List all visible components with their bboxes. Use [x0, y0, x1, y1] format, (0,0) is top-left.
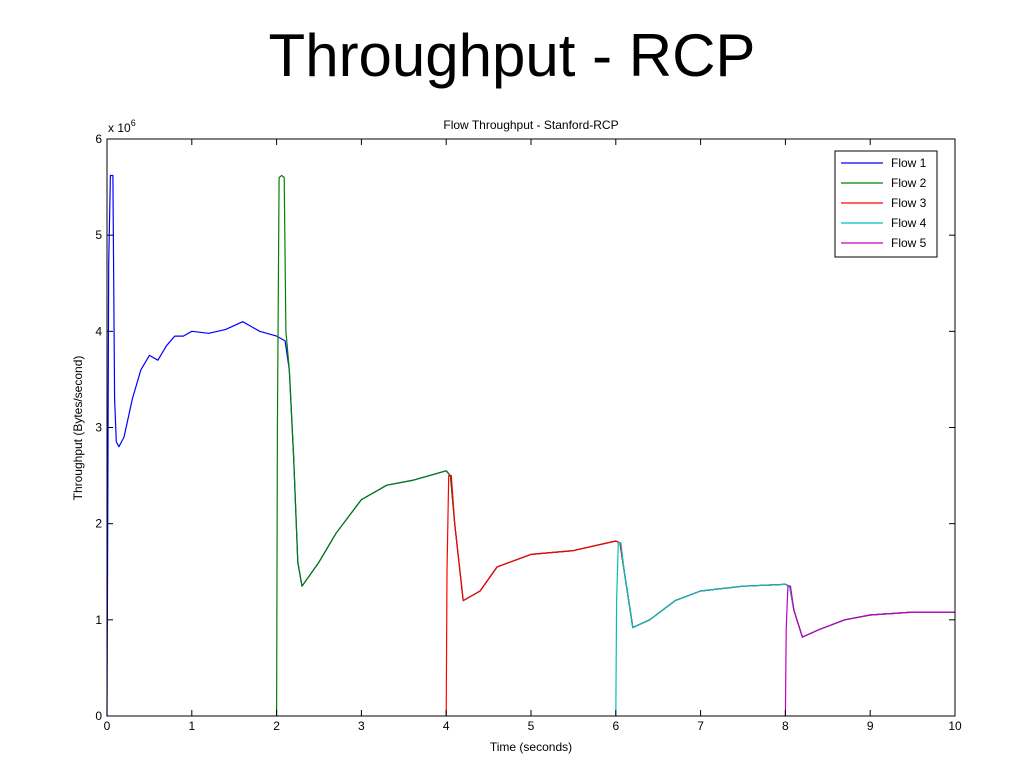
- legend-box: [834, 150, 938, 258]
- legend-label-flow-4: Flow 4: [891, 216, 927, 230]
- x-tick-label: 8: [782, 719, 789, 733]
- y-tick-label: 4: [95, 324, 102, 338]
- plot-frame: [106, 138, 956, 717]
- y-multiplier-label: x 106: [108, 118, 136, 135]
- x-tick-label: 3: [358, 719, 365, 733]
- chart-title: Flow Throughput - Stanford-RCP: [443, 118, 618, 132]
- x-tick-label: 1: [188, 719, 195, 733]
- y-multiplier-base: x 10: [108, 121, 131, 135]
- y-tick-label: 1: [95, 613, 102, 627]
- legend-label-flow-1: Flow 1: [891, 156, 927, 170]
- y-tick-label: 5: [95, 228, 102, 242]
- axis-layer: 0 1 2 3 4 5 6 7 8 9 10 0 1 2 3 4 5 6: [95, 132, 962, 733]
- series-layer: [106, 174, 955, 717]
- y-tick-label: 6: [95, 132, 102, 146]
- y-tick-label: 0: [95, 709, 102, 723]
- plot-area: [107, 139, 955, 716]
- x-tick-label: 2: [273, 719, 280, 733]
- slide-title: Throughput - RCP: [268, 22, 756, 89]
- y-tick-label: 2: [95, 517, 102, 531]
- x-tick-label: 10: [948, 719, 962, 733]
- x-tick-label: 9: [867, 719, 874, 733]
- x-tick-label: 4: [443, 719, 450, 733]
- legend-label-flow-3: Flow 3: [891, 196, 927, 210]
- y-axis-label: Throughput (Bytes/second): [71, 356, 85, 501]
- x-axis-label: Time (seconds): [490, 740, 572, 754]
- x-tick-label: 6: [612, 719, 619, 733]
- x-tick-label: 5: [528, 719, 535, 733]
- legend-label-flow-2: Flow 2: [891, 176, 927, 190]
- series-line-flow-5: [784, 585, 955, 717]
- x-tick-label: 7: [697, 719, 704, 733]
- legend-label-flow-5: Flow 5: [891, 236, 927, 250]
- y-tick-label: 3: [95, 421, 102, 435]
- y-multiplier-exponent: 6: [131, 118, 136, 128]
- x-tick-label: 0: [104, 719, 111, 733]
- legend: Flow 1 Flow 2 Flow 3 Flow 4 Flow 5: [834, 150, 938, 258]
